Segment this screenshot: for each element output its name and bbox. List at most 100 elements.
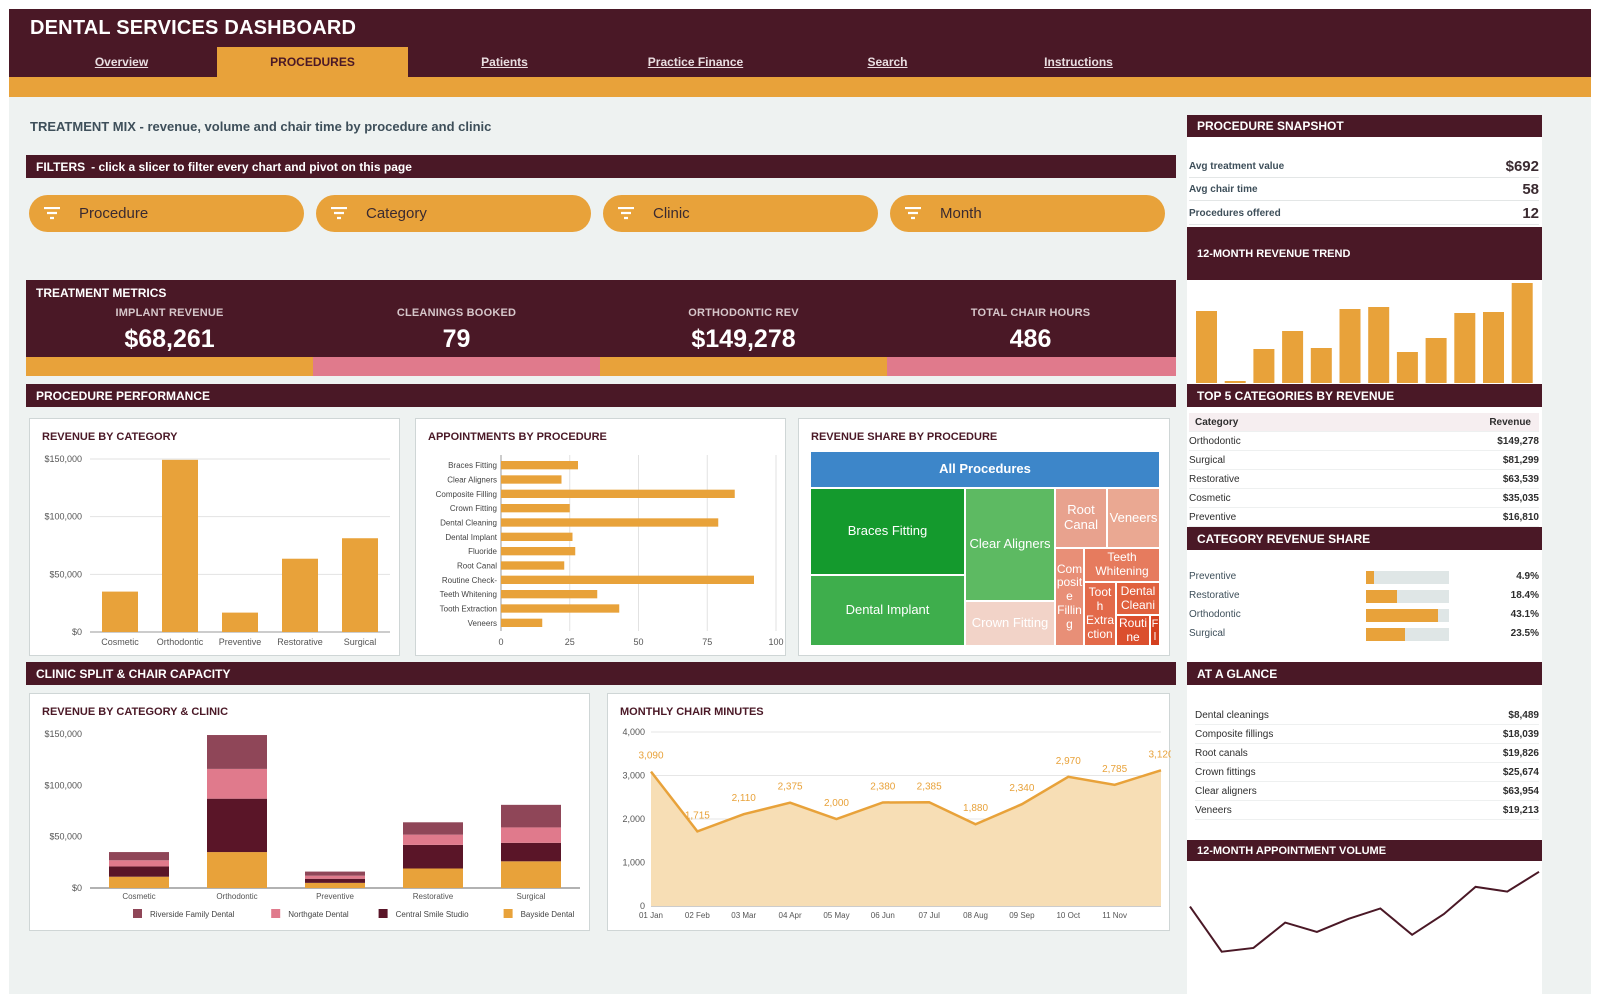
- snapshot-value: 58: [1522, 181, 1539, 198]
- data-label: 2,000: [824, 798, 849, 809]
- legend-label: Riverside Family Dental: [150, 910, 235, 919]
- share-header: CATEGORY REVENUE SHARE: [1187, 527, 1542, 550]
- y-tick-label: Dental Cleaning: [440, 519, 497, 528]
- share-value: 4.9%: [1516, 571, 1539, 582]
- chart-title: REVENUE SHARE BY PROCEDURE: [811, 431, 998, 443]
- bar-segment: [207, 735, 267, 769]
- x-tick-label: Cosmetic: [101, 637, 139, 647]
- y-tick-label: $0: [72, 883, 82, 893]
- treemap-root-canal[interactable]: Root Canal: [1055, 488, 1107, 548]
- share-row: Preventive 4.9%: [1189, 567, 1539, 586]
- x-tick-label: 11 Nov: [1102, 911, 1127, 920]
- slicer-category[interactable]: Category: [316, 195, 591, 232]
- data-label: 2,970: [1056, 756, 1081, 767]
- treemap-braces-fitting[interactable]: Braces Fitting: [810, 488, 965, 575]
- tab-procedures[interactable]: PROCEDURES: [217, 47, 408, 77]
- share-bar-fill: [1366, 590, 1397, 603]
- bar-segment: [403, 822, 463, 835]
- list-item: Veneers $19,213: [1195, 801, 1539, 820]
- revenue-trend-chart: [1196, 283, 1533, 383]
- legend-swatch: [133, 909, 142, 918]
- share-bar-fill: [1366, 571, 1375, 584]
- y-tick-label: $50,000: [49, 569, 82, 579]
- nav-bar: Overview PROCEDURES Patients Practice Fi…: [9, 47, 1591, 77]
- legend-label: Bayside Dental: [521, 910, 575, 919]
- y-tick-label: Clear Aligners: [447, 476, 497, 485]
- bar: [1282, 331, 1304, 383]
- treemap-routine-check[interactable]: Routi ne: [1116, 615, 1150, 646]
- slicer-procedure[interactable]: Procedure: [29, 195, 304, 232]
- series-line: [1189, 870, 1540, 953]
- data-label: 3,120: [1148, 749, 1171, 760]
- table-row: Restorative $63,539: [1189, 470, 1539, 489]
- glance-label: Composite fillings: [1195, 728, 1274, 740]
- x-tick-label: 03 Mar: [731, 911, 756, 920]
- top5-title: TOP 5 CATEGORIES BY REVENUE: [1197, 388, 1395, 403]
- glance-value: $25,674: [1502, 766, 1539, 778]
- top5-category: Cosmetic: [1189, 492, 1231, 504]
- page-subtitle: TREATMENT MIX - revenue, volume and chai…: [30, 119, 492, 134]
- metric-value: $149,278: [691, 325, 796, 353]
- treemap-tooth-extraction[interactable]: Toot h Extra ction: [1084, 582, 1116, 646]
- x-tick-label: 06 Jun: [871, 911, 895, 920]
- y-tick-label: $0: [72, 627, 82, 637]
- slicer-clinic[interactable]: Clinic: [603, 195, 878, 232]
- treemap-dental-cleaning[interactable]: Dental Cleani: [1116, 582, 1160, 615]
- metric-strip: [26, 357, 313, 376]
- revenue-trend-header: 12-MONTH REVENUE TREND: [1187, 227, 1542, 280]
- treemap-dental-implant[interactable]: Dental Implant: [810, 575, 965, 646]
- x-tick-label: Orthodontic: [157, 637, 204, 647]
- tab-search[interactable]: Search: [867, 55, 908, 69]
- tab-instructions[interactable]: Instructions: [1044, 55, 1113, 69]
- bar: [501, 518, 719, 527]
- data-label: 3,090: [638, 751, 663, 762]
- bar-segment: [403, 868, 463, 888]
- share-row: Surgical 23.5%: [1189, 624, 1539, 643]
- bar: [1396, 352, 1418, 383]
- treemap-veneers[interactable]: Veneers: [1107, 488, 1160, 548]
- treemap-crown-fitting[interactable]: Crown Fitting: [965, 601, 1055, 646]
- top5-table-header: Category Revenue: [1189, 413, 1539, 432]
- tab-overview[interactable]: Overview: [94, 55, 149, 69]
- monthly-chair-minutes-chart: 0 1,000 2,000 3,000 4,000 3,090 1,715 2,110 2,37…: [622, 727, 1171, 920]
- x-tick-label: 0: [498, 637, 503, 647]
- treatment-metrics-panel: TREATMENT METRICS IMPLANT REVENUE $68,26…: [26, 280, 1176, 376]
- tab-patients[interactable]: Patients: [481, 55, 528, 69]
- y-tick-label: 1,000: [622, 858, 645, 868]
- x-tick-label: 05 May: [823, 911, 849, 920]
- y-tick-label: Root Canal: [457, 562, 497, 571]
- table-row: Preventive $16,810: [1189, 508, 1539, 527]
- column-header-revenue: Revenue: [1489, 416, 1531, 428]
- glance-label: Veneers: [1195, 804, 1232, 816]
- bar: [501, 618, 543, 627]
- x-tick-label: Restorative: [277, 637, 323, 647]
- data-label: 1,715: [685, 810, 710, 821]
- y-tick-label: Tooth Extraction: [440, 605, 497, 614]
- metric-total-chair-hours: TOTAL CHAIR HOURS 486: [887, 307, 1174, 354]
- slicer-month[interactable]: Month: [890, 195, 1165, 232]
- appointment-volume-chart: [1189, 870, 1540, 953]
- treemap-teeth-whitening[interactable]: Teeth Whitening: [1084, 548, 1160, 582]
- filters-title: FILTERS: [36, 159, 86, 174]
- metric-strip: [313, 357, 600, 376]
- bar-segment: [109, 876, 169, 888]
- bar: [501, 475, 562, 484]
- snapshot-label: Procedures offered: [1189, 208, 1281, 219]
- tab-practice-finance[interactable]: Practice Finance: [647, 55, 744, 69]
- treemap-fluoride[interactable]: F l: [1150, 615, 1160, 646]
- filters-header: FILTERS - click a slicer to filter every…: [26, 155, 1176, 178]
- share-value: 23.5%: [1510, 628, 1539, 639]
- share-value: 43.1%: [1510, 609, 1539, 620]
- x-tick-label: Orthodontic: [216, 892, 257, 901]
- treemap-composite-filling[interactable]: Com posit e Fillin g: [1055, 548, 1084, 646]
- metric-label: CLEANINGS BOOKED: [396, 307, 517, 319]
- treemap-root[interactable]: All Procedures: [810, 451, 1160, 488]
- section-title: PROCEDURE PERFORMANCE: [36, 388, 211, 403]
- filter-icon: [331, 206, 347, 219]
- bar: [1339, 309, 1361, 383]
- bar: [1454, 313, 1476, 383]
- table-row: Cosmetic $35,035: [1189, 489, 1539, 508]
- treemap-clear-aligners[interactable]: Clear Aligners: [965, 488, 1055, 601]
- bar: [501, 461, 578, 470]
- y-tick-label: Routine Check-: [442, 576, 497, 585]
